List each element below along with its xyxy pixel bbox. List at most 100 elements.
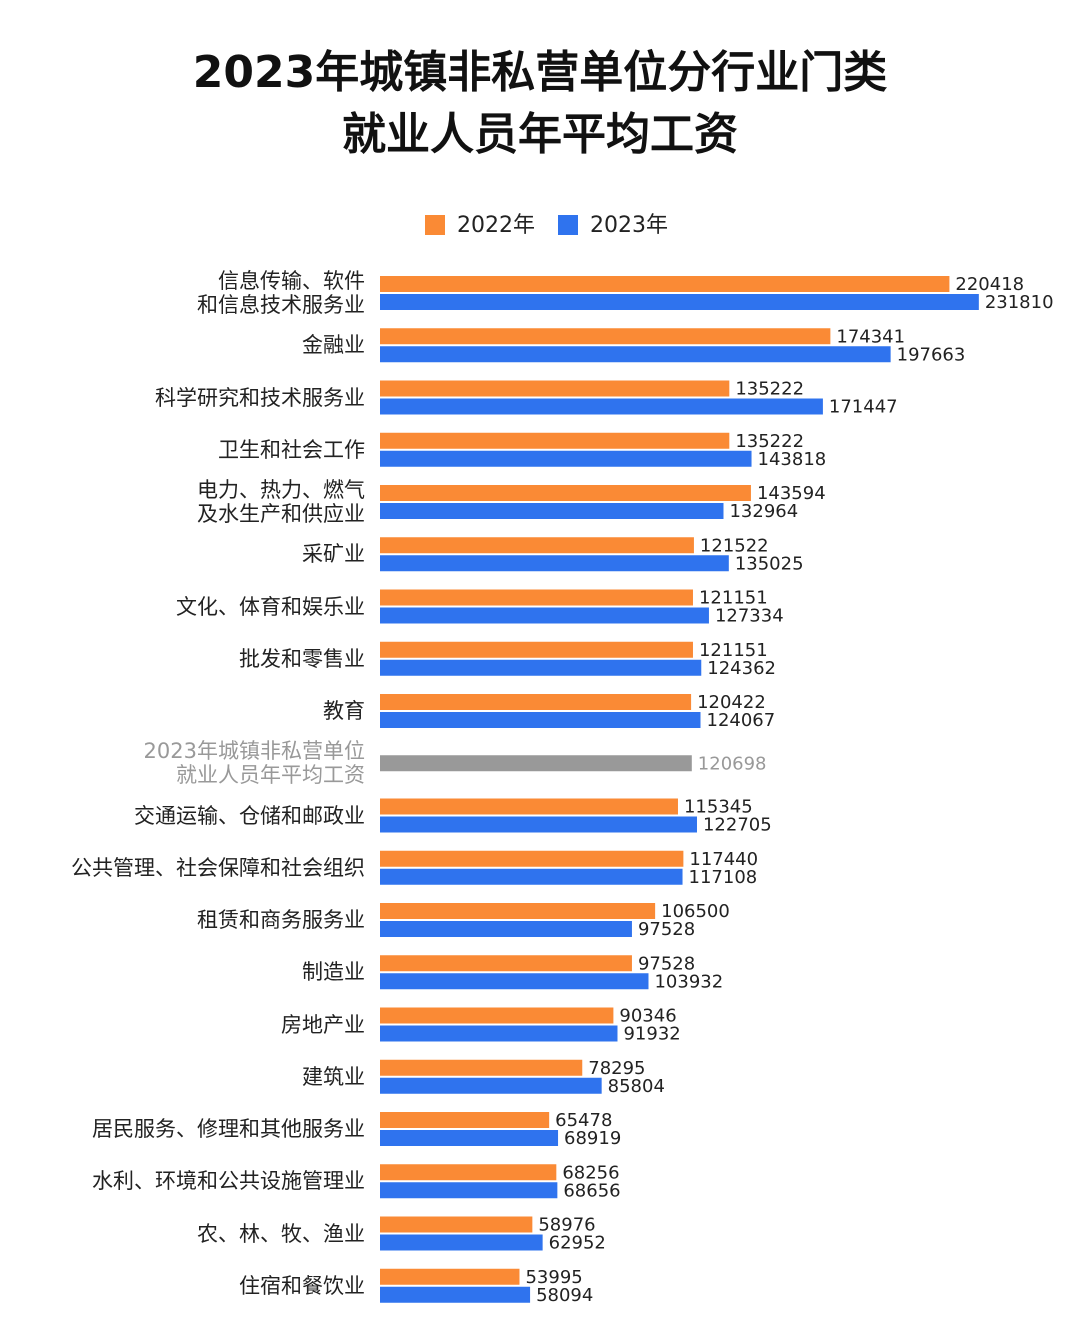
value-label: 143594 [757, 483, 826, 504]
value-label: 62952 [549, 1233, 606, 1254]
category-label: 采矿业 [302, 542, 365, 567]
bar [380, 1268, 520, 1285]
bar [380, 1025, 618, 1042]
category-label: 文化、体育和娱乐业 [176, 594, 365, 619]
value-label: 97528 [638, 953, 695, 974]
value-label: 117108 [689, 867, 758, 888]
bar [380, 432, 730, 449]
value-label: 174341 [836, 326, 905, 347]
category-label: 建筑业 [302, 1064, 365, 1089]
value-label: 121151 [699, 588, 768, 609]
bar [380, 973, 649, 990]
value-label: 121522 [700, 535, 769, 556]
value-label: 120698 [698, 753, 767, 774]
reference-bar [380, 755, 692, 772]
value-label: 53995 [525, 1267, 582, 1288]
value-label: 117440 [689, 849, 758, 870]
value-label: 122705 [703, 815, 772, 836]
bar [380, 694, 692, 710]
category-label: 居民服务、修理和其他服务业 [92, 1117, 365, 1141]
category-label: 制造业 [302, 960, 365, 985]
value-label: 91932 [623, 1024, 680, 1045]
legend-label: 2022年 [457, 213, 535, 238]
value-label: 58094 [536, 1285, 593, 1306]
value-label: 68919 [564, 1128, 621, 1149]
bar [380, 1112, 550, 1128]
bar [380, 503, 724, 519]
category-label: 教育 [323, 699, 365, 723]
category-label: 住宿和餐饮业 [239, 1273, 365, 1298]
category-label: 科学研究和技术服务业 [155, 385, 365, 410]
bar [380, 1007, 614, 1024]
category-label: 电力、热力、燃气 及水生产和供应业 [197, 478, 365, 526]
value-label: 115345 [684, 797, 753, 818]
bar [380, 798, 678, 815]
legend-swatch [425, 215, 445, 235]
bar [380, 294, 979, 310]
bar [380, 276, 950, 292]
category-label: 卫生和社会工作 [218, 437, 365, 462]
value-label: 65478 [555, 1110, 612, 1131]
category-label: 金融业 [302, 333, 365, 358]
value-label: 85804 [608, 1076, 665, 1097]
bar [380, 589, 693, 606]
bar [380, 485, 751, 501]
value-label: 97528 [638, 919, 695, 940]
bar [380, 903, 656, 919]
category-label: 交通运输、仓储和邮政业 [134, 803, 365, 828]
bar [380, 659, 702, 676]
category-label: 农、林、牧、渔业 [197, 1221, 365, 1246]
value-label: 58976 [538, 1215, 595, 1236]
value-label: 124362 [707, 658, 776, 679]
bar [380, 1286, 531, 1303]
value-label: 78295 [588, 1058, 645, 1079]
legend-swatch [558, 215, 578, 235]
value-label: 68656 [563, 1180, 620, 1201]
value-label: 103932 [654, 971, 723, 992]
value-label: 220418 [955, 274, 1024, 295]
value-label: 127334 [715, 606, 784, 627]
bar [380, 868, 683, 885]
category-label: 水利、环境和公共设施管理业 [92, 1169, 365, 1194]
value-label: 106500 [661, 901, 730, 922]
bar [380, 712, 701, 728]
bar [380, 1077, 602, 1094]
category-label: 2023年城镇非私营单位 就业人员年平均工资 [143, 739, 365, 788]
bar [380, 850, 684, 867]
bar [380, 1164, 557, 1181]
value-label: 171447 [829, 397, 898, 418]
bar [380, 328, 831, 345]
bar [380, 555, 729, 572]
chart-title: 2023年城镇非私营单位分行业门类 就业人员年平均工资 [192, 47, 888, 160]
bar [380, 346, 891, 363]
bar [380, 921, 632, 937]
bar [380, 1216, 533, 1233]
bar [380, 641, 693, 658]
value-label: 68256 [562, 1162, 619, 1183]
value-label: 90346 [619, 1006, 676, 1027]
bar [380, 398, 823, 415]
value-label: 135222 [735, 379, 804, 400]
bar [380, 1130, 559, 1146]
value-label: 132964 [729, 501, 798, 522]
bar [380, 955, 632, 972]
value-label: 135222 [735, 431, 804, 452]
bar [380, 1182, 558, 1199]
bar [380, 1059, 583, 1076]
value-label: 124067 [707, 710, 776, 731]
category-label: 批发和零售业 [239, 646, 365, 671]
bar [380, 1234, 543, 1251]
bar [380, 380, 730, 397]
value-label: 143818 [758, 449, 827, 470]
value-label: 120422 [697, 692, 766, 713]
bar [380, 537, 694, 554]
category-label: 租赁和商务服务业 [197, 908, 365, 932]
bar [380, 607, 709, 624]
legend-label: 2023年 [590, 213, 668, 238]
bar [380, 816, 697, 833]
value-label: 135025 [735, 553, 804, 574]
category-label: 公共管理、社会保障和社会组织 [71, 855, 365, 880]
value-label: 231810 [985, 292, 1054, 313]
